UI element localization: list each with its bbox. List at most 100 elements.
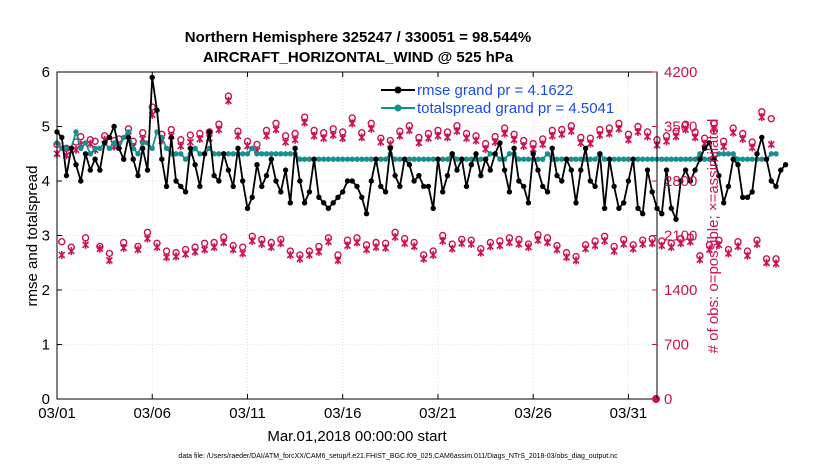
totalspread-point xyxy=(773,151,779,157)
totalspread-point xyxy=(668,156,674,162)
obs-assimilated-point xyxy=(558,130,566,139)
totalspread-point xyxy=(440,156,446,162)
rmse-point xyxy=(621,200,627,206)
obs-assimilated-point xyxy=(605,129,613,138)
rmse-point xyxy=(325,205,332,211)
totalspread-point xyxy=(430,156,436,162)
rmse-point xyxy=(144,167,151,173)
rmse-point xyxy=(478,172,484,179)
obs-assimilated-point xyxy=(686,237,694,246)
legend-rmse-marker xyxy=(394,86,402,94)
obs-assimilated-point xyxy=(224,96,232,105)
totalspread-point xyxy=(282,151,289,157)
totalspread-point xyxy=(521,156,527,162)
totalspread-point xyxy=(140,140,146,146)
rmse-point xyxy=(673,216,679,222)
x-tick-label: 03/21 xyxy=(419,405,457,422)
totalspread-point xyxy=(701,156,708,162)
totalspread-point xyxy=(225,151,232,157)
totalspread-point xyxy=(78,145,84,151)
rmse-point xyxy=(82,151,89,157)
totalspread-point xyxy=(125,129,132,135)
obs-assimilated-point xyxy=(220,238,228,247)
rmse-point xyxy=(263,172,270,179)
totalspread-point xyxy=(663,156,670,162)
rmse-point xyxy=(730,156,736,162)
rmse-point xyxy=(644,167,651,173)
rmse-point xyxy=(159,156,165,162)
rmse-point xyxy=(173,178,179,184)
obs-assimilated-point xyxy=(296,254,304,263)
obs-assimilated-point xyxy=(472,136,480,145)
rmse-point xyxy=(740,194,746,200)
obs-assimilated-point xyxy=(191,247,199,256)
series-rmse xyxy=(54,74,789,223)
totalspread-point xyxy=(478,156,484,162)
obs-assimilated-point xyxy=(248,236,256,245)
obs-possible-point xyxy=(186,131,195,139)
rmse-point xyxy=(211,172,217,179)
y-left-tick-label: 2 xyxy=(42,282,50,299)
rmse-point xyxy=(368,178,374,184)
rmse-point xyxy=(435,156,441,162)
obs-assimilated-point xyxy=(539,140,547,149)
obs-assimilated-point xyxy=(548,131,556,140)
rmse-point xyxy=(559,178,565,184)
x-tick-label: 03/11 xyxy=(229,405,265,422)
obs-assimilated-point xyxy=(86,139,94,148)
obs-assimilated-point xyxy=(729,128,737,137)
obs-assimilated-point xyxy=(243,141,252,150)
rmse-point xyxy=(416,172,422,179)
rmse-point xyxy=(73,162,79,168)
obs-possible-point xyxy=(105,249,114,258)
rmse-point xyxy=(459,156,465,162)
rmse-point xyxy=(501,167,508,173)
totalspread-point xyxy=(635,156,641,162)
totalspread-point xyxy=(363,156,370,162)
rmse-point xyxy=(387,145,393,151)
rmse-point xyxy=(687,178,693,184)
totalspread-point xyxy=(392,156,398,162)
obs-assimilated-point xyxy=(505,238,513,247)
totalspread-point xyxy=(516,156,522,162)
y-right-tick-label: 0 xyxy=(664,391,672,408)
obs-assimilated-point xyxy=(682,125,690,134)
rmse-point xyxy=(540,183,546,190)
rmse-point xyxy=(716,172,722,179)
obs-assimilated-point xyxy=(429,250,437,259)
totalspread-point xyxy=(216,151,222,157)
obs-assimilated-point xyxy=(329,131,337,140)
obs-assimilated-point xyxy=(277,239,285,248)
totalspread-point xyxy=(316,156,322,162)
totalspread-point xyxy=(687,156,693,162)
rmse-point xyxy=(121,156,127,162)
obs-assimilated-point xyxy=(601,236,609,245)
obs-assimilated-point xyxy=(305,250,313,259)
obs-assimilated-point xyxy=(143,234,152,243)
obs-assimilated-point xyxy=(301,118,309,127)
rmse-point xyxy=(378,183,384,190)
obs-assimilated-point xyxy=(662,137,671,146)
rmse-point xyxy=(749,189,755,195)
x-axis-label: Mar.01,2018 00:00:00 start xyxy=(267,428,447,445)
rmse-point xyxy=(611,183,617,190)
rmse-point xyxy=(182,189,189,195)
obs-assimilated-point xyxy=(282,138,290,147)
rmse-point xyxy=(659,211,665,217)
totalspread-point xyxy=(278,151,284,157)
totalspread-point xyxy=(259,151,265,157)
rmse-point xyxy=(340,189,346,195)
totalspread-point xyxy=(330,156,336,162)
rmse-point xyxy=(468,162,474,168)
rmse-point xyxy=(135,172,141,179)
rmse-point xyxy=(735,162,741,168)
rmse-point xyxy=(597,151,603,157)
totalspread-point xyxy=(192,145,198,151)
rmse-point xyxy=(106,134,113,141)
rmse-point xyxy=(411,178,417,184)
obs-assimilated-point xyxy=(153,243,161,252)
totalspread-point xyxy=(659,156,665,162)
y-left-tick-label: 1 xyxy=(42,337,50,354)
obs-assimilated-point xyxy=(658,241,666,250)
totalspread-point xyxy=(497,156,503,162)
